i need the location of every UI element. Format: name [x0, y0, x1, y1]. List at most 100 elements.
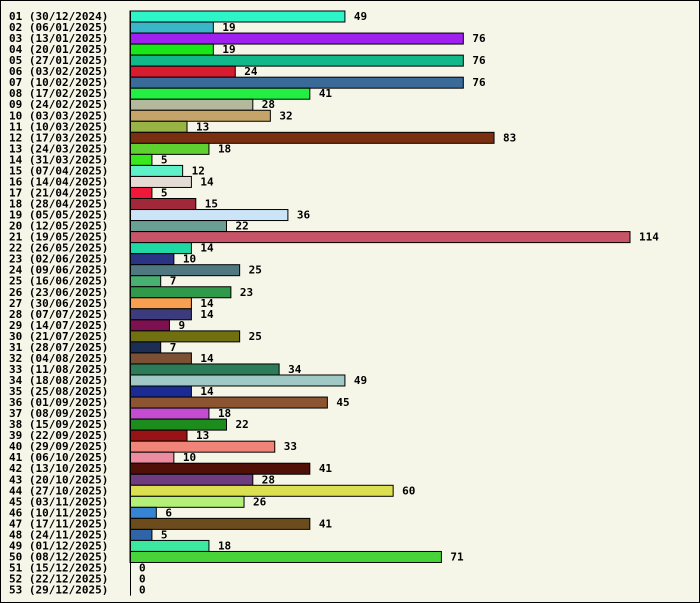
bar-value-label: 60 [402, 484, 415, 497]
bar-category-label: 39 (22/09/2025) [9, 429, 108, 442]
bar-category-label: 47 (17/11/2025) [9, 517, 108, 530]
bar-category-label: 40 (29/09/2025) [9, 440, 108, 453]
bar-value-label: 7 [170, 275, 177, 288]
bar-value-label: 25 [249, 330, 262, 343]
bar-category-label: 46 (10/11/2025) [9, 506, 108, 519]
bar-category-label: 29 (14/07/2025) [9, 319, 108, 332]
bar-value-label: 15 [205, 198, 218, 211]
bar [129, 462, 311, 475]
bar [129, 495, 245, 508]
bar [129, 451, 175, 464]
bar [129, 209, 289, 222]
bar [129, 506, 157, 519]
bar-value-label: 5 [161, 153, 168, 166]
bar-category-label: 35 (25/08/2025) [9, 385, 108, 398]
bar-category-label: 50 (08/12/2025) [9, 550, 108, 563]
bar-value-label: 83 [503, 131, 516, 144]
bar [129, 87, 311, 100]
bar-value-label: 18 [218, 142, 231, 155]
bar-category-label: 52 (22/12/2025) [9, 573, 108, 586]
bar-value-label: 13 [196, 429, 209, 442]
bar-category-label: 34 (18/08/2025) [9, 374, 108, 387]
bar-category-label: 06 (03/02/2025) [9, 65, 108, 78]
bar-value-label: 76 [472, 76, 486, 89]
bar-category-label: 17 (21/04/2025) [9, 186, 108, 199]
bar [129, 264, 241, 277]
bar [129, 374, 346, 387]
bar [129, 297, 192, 310]
bar-value-label: 14 [200, 297, 214, 310]
bar-value-label: 0 [139, 562, 146, 575]
bar [129, 186, 153, 199]
bar-value-label: 10 [183, 451, 196, 464]
bar-value-label: 5 [161, 528, 168, 541]
bar-value-label: 13 [196, 120, 209, 133]
bar [129, 550, 442, 563]
bar-category-label: 13 (24/03/2025) [9, 142, 108, 155]
bar-value-label: 19 [222, 43, 235, 56]
bar [129, 275, 162, 288]
bar [129, 528, 153, 541]
bar [129, 131, 495, 144]
bar-category-label: 49 (01/12/2025) [9, 539, 108, 552]
bar [129, 407, 210, 420]
bar-category-label: 48 (24/11/2025) [9, 528, 108, 541]
bar-value-label: 6 [165, 506, 172, 519]
bar-category-label: 32 (04/08/2025) [9, 352, 108, 365]
bar-category-label: 33 (11/08/2025) [9, 363, 108, 376]
bar-value-label: 24 [244, 65, 258, 78]
bar [129, 153, 153, 166]
bar-category-label: 28 (07/07/2025) [9, 308, 108, 321]
bar [129, 142, 210, 155]
bar-category-label: 03 (13/01/2025) [9, 32, 108, 45]
bar-category-label: 25 (16/06/2025) [9, 275, 108, 288]
bar-category-label: 30 (21/07/2025) [9, 330, 108, 343]
bar-value-label: 45 [336, 396, 349, 409]
bar-value-label: 41 [319, 517, 333, 530]
bar [129, 517, 311, 530]
bar-category-label: 53 (29/12/2025) [9, 584, 108, 597]
bar [129, 198, 197, 211]
bar [129, 32, 464, 45]
bar-value-label: 71 [450, 550, 464, 563]
bar [129, 363, 280, 376]
bar-value-label: 0 [139, 573, 146, 586]
bar-value-label: 14 [200, 308, 214, 321]
bar [129, 319, 170, 332]
bar [129, 539, 210, 552]
bar-category-label: 23 (02/06/2025) [9, 253, 108, 266]
bar-category-label: 19 (05/05/2025) [9, 209, 108, 222]
bar [129, 43, 214, 56]
bar-category-label: 16 (14/04/2025) [9, 175, 108, 188]
bar-category-label: 42 (13/10/2025) [9, 462, 108, 475]
bar-category-label: 51 (15/12/2025) [9, 562, 108, 575]
bar-value-label: 22 [235, 418, 248, 431]
bar-value-label: 32 [279, 109, 292, 122]
bar-category-label: 18 (28/04/2025) [9, 198, 108, 211]
bar-value-label: 41 [319, 87, 333, 100]
bar-value-label: 23 [240, 286, 253, 299]
bar-category-label: 43 (20/10/2025) [9, 473, 108, 486]
bar [129, 352, 192, 365]
bar-value-label: 14 [200, 352, 214, 365]
bar-category-label: 22 (26/05/2025) [9, 242, 108, 255]
bar-category-label: 05 (27/01/2025) [9, 54, 108, 67]
bar [129, 253, 175, 266]
bar-category-label: 27 (30/06/2025) [9, 297, 108, 310]
bar-value-label: 76 [472, 32, 486, 45]
bar-category-label: 11 (10/03/2025) [9, 120, 108, 133]
bar-category-label: 02 (06/01/2025) [9, 21, 108, 34]
bar-category-label: 44 (27/10/2025) [9, 484, 108, 497]
bar-value-label: 114 [639, 231, 659, 244]
bar-value-label: 14 [200, 385, 214, 398]
bar-value-label: 33 [284, 440, 297, 453]
bar-category-label: 45 (03/11/2025) [9, 495, 108, 508]
bar-category-label: 31 (28/07/2025) [9, 341, 108, 354]
bar [129, 21, 214, 34]
bar-value-label: 19 [222, 21, 235, 34]
bar [129, 330, 241, 343]
bar-value-label: 14 [200, 242, 214, 255]
bar-value-label: 34 [288, 363, 302, 376]
bar-value-label: 10 [183, 253, 196, 266]
